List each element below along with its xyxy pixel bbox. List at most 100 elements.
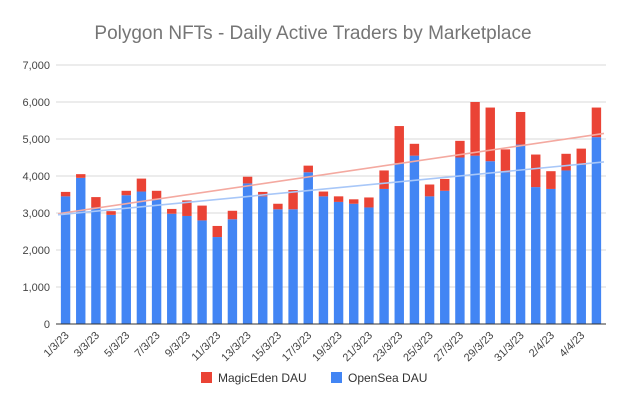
x-tick-label: 1/3/23: [42, 330, 72, 360]
bar-magiceden-dau: [394, 126, 404, 164]
bar-series: [60, 102, 602, 324]
bar-opensea-dau: [349, 203, 359, 324]
y-tick-label: 2,000: [22, 245, 50, 257]
bar-opensea-dau: [576, 164, 586, 324]
bar-magiceden-dau: [364, 197, 374, 208]
bar-opensea-dau: [364, 207, 374, 324]
x-tick-label: 3/3/23: [72, 330, 102, 360]
bar-opensea-dau: [424, 196, 435, 324]
x-tick-label: 15/3/23: [250, 330, 284, 364]
bar-magiceden-dau: [531, 154, 541, 188]
bar-opensea-dau: [212, 237, 222, 324]
bar-opensea-dau: [242, 183, 253, 324]
bar-magiceden-dau: [106, 211, 116, 215]
bar-opensea-dau: [531, 187, 541, 324]
x-tick-label: 29/3/23: [462, 330, 496, 364]
x-tick-label: 25/3/23: [401, 330, 435, 364]
y-tick-label: 5,000: [22, 134, 50, 146]
bar-magiceden-dau: [318, 191, 329, 197]
bar-opensea-dau: [379, 188, 389, 324]
x-tick-label: 19/3/23: [310, 330, 344, 364]
x-axis-tick-labels: 1/3/23 3/3/23 5/3/23 7/3/23 9/3/2311/3/2313/…: [42, 330, 588, 364]
bar-opensea-dau: [288, 209, 298, 324]
y-tick-label: 6,000: [22, 97, 50, 109]
bar-opensea-dau: [440, 190, 450, 324]
bar-opensea-dau: [455, 157, 465, 324]
y-tick-label: 0: [44, 319, 50, 331]
trendline-magiceden-dau: [57, 132, 605, 215]
legend: MagicEden DAU OpenSea DAU: [201, 371, 427, 385]
bar-magiceden-dau: [455, 140, 465, 158]
bar-magiceden-dau: [500, 149, 511, 173]
legend-label: MagicEden DAU: [218, 371, 307, 385]
bar-opensea-dau: [197, 220, 207, 324]
bar-magiceden-dau: [546, 171, 556, 189]
bar-magiceden-dau: [76, 174, 86, 178]
bar-magiceden-dau: [303, 165, 313, 173]
x-tick-label: 27/3/23: [432, 330, 466, 364]
bar-opensea-dau: [273, 209, 283, 324]
bar-opensea-dau: [121, 195, 131, 324]
x-tick-label: 31/3/23: [492, 330, 526, 364]
y-tick-label: 4,000: [22, 171, 50, 183]
grid-lines: [56, 64, 606, 288]
bar-magiceden-dau: [409, 143, 420, 156]
bar-magiceden-dau: [91, 197, 101, 208]
bar-magiceden-dau: [288, 190, 298, 210]
x-tick-label: 11/3/23: [190, 330, 224, 364]
bar-opensea-dau: [182, 215, 192, 324]
bar-magiceden-dau: [197, 205, 207, 221]
bar-magiceden-dau: [379, 170, 389, 189]
y-tick-label: 3,000: [22, 208, 50, 220]
trendlines: [57, 132, 605, 216]
bar-magiceden-dau: [121, 190, 131, 196]
bar-opensea-dau: [76, 177, 86, 324]
bar-magiceden-dau: [167, 208, 177, 214]
bar-opensea-dau: [318, 196, 329, 324]
bar-opensea-dau: [470, 155, 480, 324]
bar-magiceden-dau: [591, 107, 602, 138]
bar-opensea-dau: [409, 155, 420, 324]
bar-opensea-dau: [151, 198, 162, 324]
bar-opensea-dau: [258, 196, 268, 324]
legend-swatch: [331, 372, 342, 383]
bar-opensea-dau: [515, 144, 526, 324]
legend-swatch: [201, 372, 212, 383]
bar-opensea-dau: [333, 201, 344, 324]
bar-magiceden-dau: [440, 178, 450, 191]
bar-magiceden-dau: [333, 196, 344, 202]
bar-magiceden-dau: [60, 191, 71, 197]
trendline-opensea-dau: [57, 161, 605, 216]
legend-label: OpenSea DAU: [348, 371, 427, 385]
bar-magiceden-dau: [515, 111, 526, 145]
bar-magiceden-dau: [561, 153, 571, 171]
bar-opensea-dau: [591, 137, 602, 324]
x-tick-label: 2/4/23: [527, 330, 557, 360]
chart-title: Polygon NFTs - Daily Active Traders by M…: [94, 23, 531, 44]
bar-opensea-dau: [303, 172, 313, 324]
bar-opensea-dau: [227, 219, 238, 324]
bar-magiceden-dau: [227, 210, 238, 220]
bar-opensea-dau: [91, 207, 101, 324]
bar-opensea-dau: [485, 161, 495, 324]
bar-opensea-dau: [136, 191, 147, 324]
x-tick-label: 7/3/23: [133, 330, 163, 360]
bar-opensea-dau: [167, 213, 177, 324]
x-tick-label: 13/3/23: [219, 330, 253, 364]
y-tick-label: 7,000: [22, 60, 50, 72]
y-tick-label: 1,000: [22, 282, 50, 294]
bar-magiceden-dau: [470, 102, 480, 156]
bar-magiceden-dau: [576, 148, 586, 165]
bar-opensea-dau: [394, 163, 404, 324]
x-tick-label: 5/3/23: [102, 330, 132, 360]
bar-magiceden-dau: [424, 184, 435, 197]
bar-opensea-dau: [546, 188, 556, 324]
bar-magiceden-dau: [151, 190, 162, 199]
bar-magiceden-dau: [349, 199, 359, 204]
bar-magiceden-dau: [258, 191, 268, 197]
bar-opensea-dau: [106, 214, 116, 324]
bar-magiceden-dau: [182, 200, 192, 216]
x-tick-label: 17/3/23: [280, 330, 314, 364]
